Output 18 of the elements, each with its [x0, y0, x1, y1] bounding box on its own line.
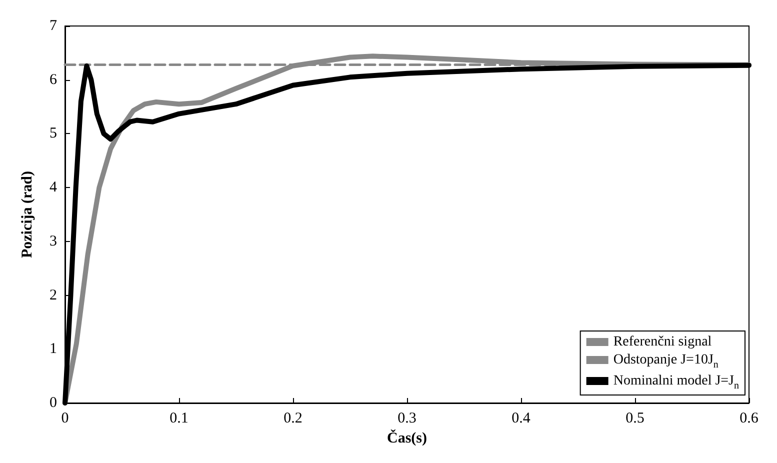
y-tick-label: 5: [50, 126, 57, 142]
y-tick-label: 2: [50, 287, 57, 304]
y-tick-label: 7: [50, 18, 58, 34]
y-tick-label: 4: [50, 180, 58, 196]
x-tick-label: 0.6: [740, 410, 759, 426]
y-tick-label: 3: [50, 233, 57, 250]
x-axis-title: Čas(s): [387, 428, 427, 446]
y-tick-label: 6: [50, 72, 58, 88]
x-tick-label: 0.2: [284, 410, 302, 426]
x-tick-label: 0.1: [170, 410, 188, 426]
legend-label: Referenčni signal: [613, 334, 712, 350]
y-axis-title: Pozicija (rad): [20, 170, 36, 258]
x-tick-label: 0.4: [512, 410, 531, 426]
x-tick-label: 0.5: [626, 410, 644, 426]
y-tick-label: 1: [50, 341, 57, 358]
x-tick-label: 0.3: [398, 410, 416, 426]
y-tick-label: 0: [50, 395, 57, 411]
x-tick-label: 0: [61, 410, 69, 426]
